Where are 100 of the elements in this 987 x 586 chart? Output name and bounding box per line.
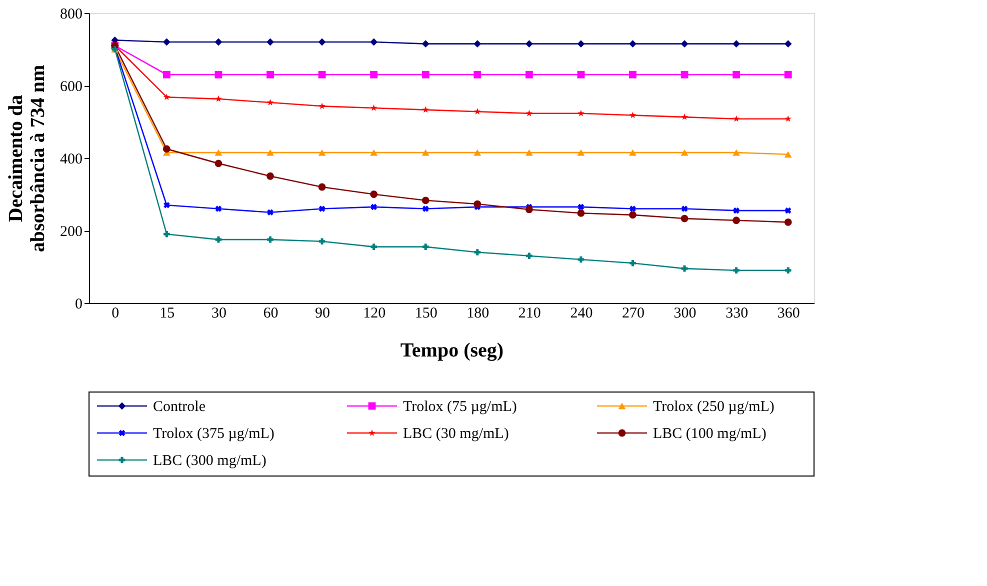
point [474, 40, 482, 48]
x-tick-label: 30 [211, 306, 226, 322]
point [214, 160, 222, 168]
point [629, 211, 636, 219]
point [267, 209, 274, 216]
point [525, 70, 533, 78]
x-axis-title: Tempo (seg) [400, 340, 504, 362]
point [578, 256, 584, 263]
point [680, 149, 688, 156]
point [732, 216, 740, 224]
point [318, 206, 326, 212]
point [732, 149, 740, 156]
point [214, 70, 222, 78]
point [422, 206, 429, 212]
point [370, 70, 378, 78]
point [370, 104, 378, 111]
point [474, 108, 481, 114]
y-axis-title: Decaimento da absorbância à 734 nm [5, 64, 49, 252]
point [162, 145, 170, 153]
point [630, 206, 636, 212]
point [525, 40, 533, 48]
x-tick-label: 15 [160, 306, 175, 322]
point [733, 207, 740, 214]
point [732, 40, 740, 48]
x-tick-label: 300 [674, 306, 696, 322]
point [681, 206, 688, 212]
point [784, 218, 792, 226]
point [681, 114, 688, 120]
point [422, 106, 429, 113]
y-tick-label: 200 [60, 224, 82, 240]
point [474, 249, 481, 256]
legend-label: Trolox (375 µg/mL) [153, 426, 274, 442]
y-tick-label: 400 [60, 152, 82, 168]
point [163, 94, 170, 100]
point [318, 238, 326, 245]
legend-label: Controle [153, 399, 206, 415]
point [162, 38, 170, 46]
point [318, 70, 326, 78]
point [629, 40, 636, 48]
point [578, 204, 584, 210]
legend-label: LBC (30 mg/mL) [403, 426, 509, 442]
point [266, 70, 274, 78]
x-tick-label: 120 [363, 306, 386, 322]
point [474, 149, 482, 156]
point [215, 95, 222, 102]
point [422, 149, 430, 156]
legend-label: LBC (300 mg/mL) [153, 453, 266, 469]
point [577, 70, 585, 78]
x-tick-label: 60 [263, 306, 278, 322]
point [318, 38, 326, 46]
y-tick-label: 600 [60, 79, 82, 95]
point [215, 236, 222, 243]
point [733, 267, 740, 274]
point [422, 40, 430, 48]
point [630, 260, 636, 266]
point [629, 112, 636, 118]
point [526, 252, 532, 260]
point [215, 206, 222, 212]
point [474, 70, 482, 78]
point [680, 40, 688, 48]
point [266, 99, 274, 106]
point [164, 202, 170, 208]
point [784, 207, 792, 214]
x-tick-label: 330 [726, 306, 748, 322]
y-tick-label: 800 [60, 6, 82, 22]
point [525, 149, 533, 156]
point [422, 196, 430, 204]
legend-label: Trolox (75 µg/mL) [403, 399, 517, 415]
point [680, 70, 688, 78]
point [681, 265, 688, 272]
point [680, 214, 688, 222]
x-tick-label: 90 [315, 306, 330, 322]
point [318, 183, 326, 191]
point [370, 149, 378, 156]
point [784, 267, 792, 274]
point [164, 230, 170, 238]
point [732, 115, 740, 122]
point [370, 38, 378, 46]
point [732, 70, 740, 78]
x-tick-label: 150 [414, 306, 438, 322]
point [474, 200, 482, 208]
x-tick-label: 270 [622, 306, 644, 322]
point [318, 149, 326, 156]
point [577, 209, 585, 217]
point [526, 110, 533, 116]
x-tick-label: 180 [466, 306, 490, 322]
point [629, 149, 636, 156]
point [318, 102, 326, 110]
point [266, 172, 274, 180]
point [577, 40, 585, 48]
point [267, 236, 274, 243]
point [784, 151, 792, 158]
point [266, 149, 274, 156]
point [422, 244, 429, 250]
point [577, 149, 585, 156]
legend-label: Trolox (250 µg/mL) [653, 399, 774, 415]
point [214, 149, 222, 156]
point [784, 115, 792, 122]
x-tick-label: 0 [112, 306, 120, 322]
x-tick-label: 360 [777, 306, 800, 322]
